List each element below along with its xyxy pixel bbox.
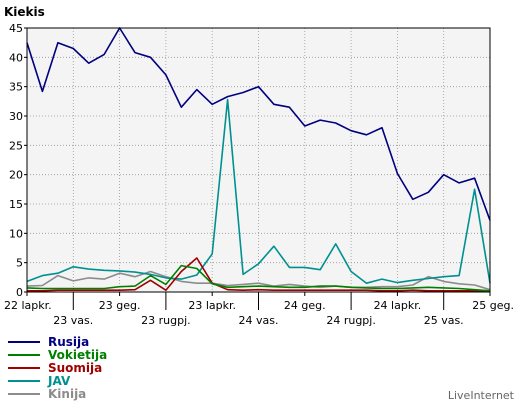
x-tick-label: 25 geg.: [472, 299, 514, 312]
legend-item: Kinija: [8, 387, 86, 401]
y-ticks: 0 5 10 15 20 25 30 35 40 45: [9, 22, 27, 299]
series-line-suomija: [27, 257, 491, 293]
series-line-vokietija: [26, 264, 491, 292]
y-tick-label: 25: [9, 139, 23, 152]
x-ticks: 22 lapkr.23 vas. 23 geg.23 rugpj. 23 lapkr…: [4, 292, 514, 327]
legend-label: Suomija: [48, 361, 102, 375]
series-lines: [26, 27, 491, 293]
credit-label: LiveInternet: [448, 389, 515, 402]
series-line-rusija: [26, 27, 491, 221]
y-tick-label: 40: [9, 51, 23, 64]
legend-label: Kinija: [48, 387, 86, 401]
y-tick-label: 20: [9, 169, 23, 182]
x-tick-label: 22 lapkr.: [4, 299, 52, 312]
x-tick-label: 25 vas.: [424, 314, 464, 327]
x-tick-label: 24 geg.: [284, 299, 326, 312]
x-tick-label: 23 rugpj.: [141, 314, 191, 327]
y-tick-label: 35: [9, 81, 23, 94]
x-tick-label: 24 vas.: [239, 314, 279, 327]
legend-label: Rusija: [48, 335, 89, 349]
legend-label: JAV: [47, 374, 71, 388]
x-tick-label: 23 vas.: [53, 314, 93, 327]
y-tick-label: 10: [9, 227, 23, 240]
legend-item: Rusija: [8, 335, 89, 349]
series-line-jav: [26, 98, 491, 285]
legend-item: JAV: [8, 374, 71, 388]
legend-item: Suomija: [8, 361, 102, 375]
y-tick-label: 15: [9, 198, 23, 211]
plot-frame: [26, 27, 491, 293]
y-tick-label: 45: [9, 22, 23, 35]
y-tick-label: 0: [16, 286, 23, 299]
y-axis-title: Kiekis: [4, 5, 45, 19]
series-line-kinija: [26, 270, 491, 291]
legend-label: Vokietija: [48, 348, 107, 362]
x-tick-label: 24 rugpj.: [326, 314, 376, 327]
y-tick-label: 5: [16, 257, 23, 270]
x-tick-label: 24 lapkr.: [374, 299, 422, 312]
y-tick-label: 30: [9, 110, 23, 123]
x-tick-label: 23 geg.: [99, 299, 141, 312]
x-tick-label: 23 lapkr.: [188, 299, 236, 312]
legend-item: Vokietija: [8, 348, 107, 362]
